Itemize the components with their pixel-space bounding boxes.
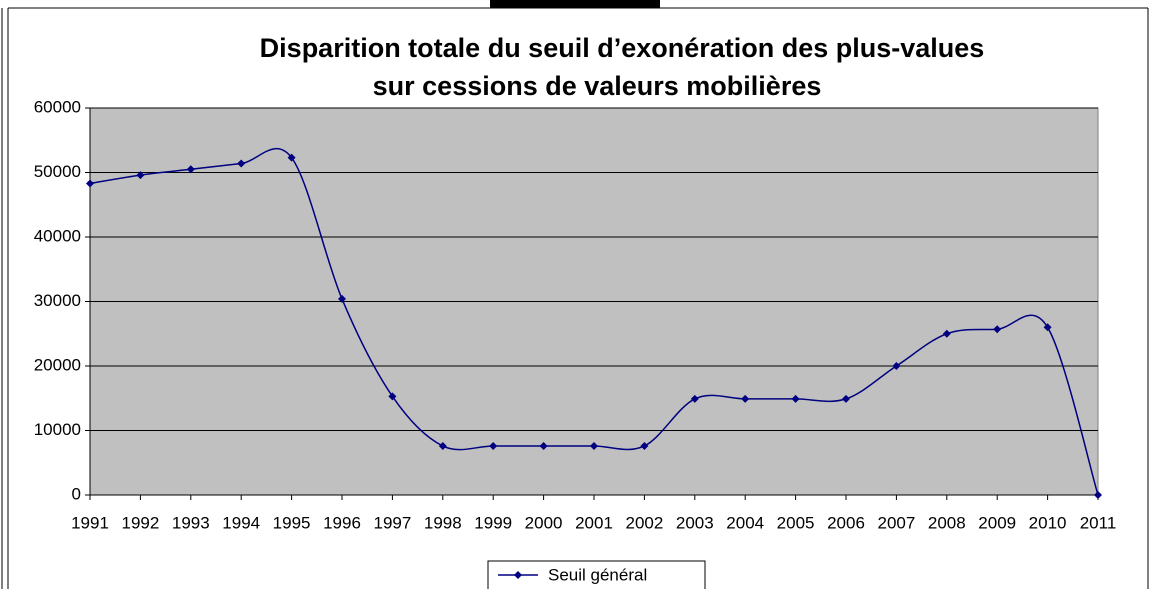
x-tick-label: 2010 <box>1029 513 1067 532</box>
data-point <box>993 325 1002 334</box>
x-tick-label: 1998 <box>424 513 462 532</box>
data-point <box>590 441 598 450</box>
data-point <box>892 362 901 370</box>
data-point <box>338 294 346 303</box>
data-point <box>1094 491 1102 499</box>
x-tick-label: 1995 <box>273 513 311 532</box>
y-tick-label: 30000 <box>34 291 81 310</box>
x-tick-label: 1991 <box>71 513 109 532</box>
data-point <box>1043 323 1052 332</box>
x-tick-label: 2011 <box>1080 513 1117 532</box>
data-point <box>86 179 94 188</box>
data-point <box>690 394 699 403</box>
data-point <box>136 171 145 180</box>
legend-label: Seuil général <box>548 565 647 584</box>
y-tick-label: 50000 <box>34 162 81 181</box>
x-tick-label: 2005 <box>777 513 815 532</box>
data-point <box>741 394 750 403</box>
x-tick-label: 2008 <box>928 513 966 532</box>
data-point <box>489 441 498 450</box>
y-tick-label: 20000 <box>34 355 81 374</box>
x-tick-label: 1992 <box>121 513 159 532</box>
x-tick-label: 2006 <box>827 513 865 532</box>
data-point <box>388 392 397 401</box>
chart-title: Disparition totale du seuil d’exonératio… <box>260 33 985 63</box>
y-tick-label: 10000 <box>34 420 81 439</box>
data-point <box>539 441 548 450</box>
y-tick-label: 60000 <box>34 97 81 116</box>
data-point <box>842 394 850 403</box>
x-tick-label: 2001 <box>575 513 613 532</box>
data-point <box>287 153 296 162</box>
x-tick-label: 2002 <box>625 513 663 532</box>
y-tick-label: 40000 <box>34 226 81 245</box>
y-tick-label: 0 <box>72 484 81 503</box>
data-point <box>791 394 800 403</box>
x-tick-label: 2004 <box>726 513 764 532</box>
x-tick-label: 2003 <box>676 513 714 532</box>
cropped-heading <box>490 0 660 8</box>
data-point <box>942 329 951 338</box>
data-point <box>640 441 649 450</box>
chart-title: sur cessions de valeurs mobilières <box>373 71 822 101</box>
x-tick-label: 2007 <box>877 513 915 532</box>
x-tick-label: 1993 <box>172 513 210 532</box>
legend-marker <box>514 571 522 579</box>
x-tick-label: 1996 <box>323 513 361 532</box>
x-tick-label: 1997 <box>373 513 411 532</box>
data-point <box>186 165 195 174</box>
data-point <box>237 159 246 168</box>
x-tick-label: 1999 <box>474 513 512 532</box>
data-point <box>438 441 447 450</box>
x-tick-label: 1994 <box>222 513 260 532</box>
x-tick-label: 2000 <box>525 513 563 532</box>
x-tick-label: 2009 <box>978 513 1016 532</box>
